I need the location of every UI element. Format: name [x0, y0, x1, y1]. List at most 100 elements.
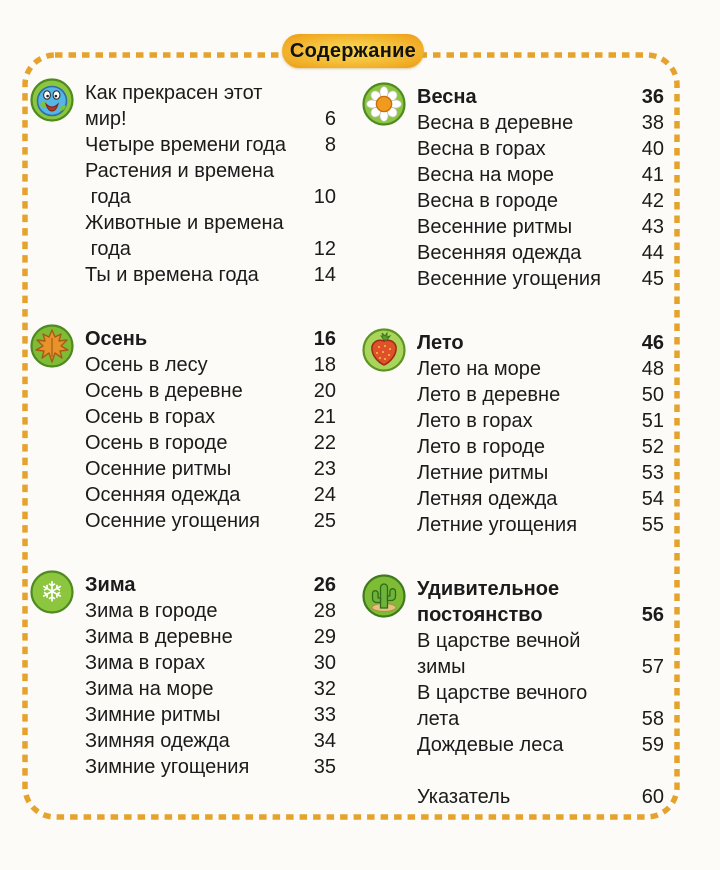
- toc-entry-text: Весна в городе: [417, 190, 558, 212]
- toc-entry-page-number: 30: [313, 652, 336, 674]
- toc-entry-text: Летние ритмы: [417, 462, 549, 484]
- toc-entry-row: Лето в деревне 50: [417, 382, 664, 408]
- toc-entry-row: В царстве вечного лета 58: [417, 680, 664, 732]
- toc-entry-text: Осенняя одежда: [85, 484, 241, 506]
- toc-entry-page-number: 44: [641, 242, 664, 264]
- toc-rows: Осень 16 Осень в лесу 18 Осень в деревне 20 Ос…: [85, 324, 336, 534]
- toc-entry-text: Осень в деревне: [85, 380, 243, 402]
- toc-entry-text: Указатель: [417, 786, 511, 808]
- toc-entry-page-number: 55: [641, 514, 664, 536]
- contents-title-badge: Содержание: [282, 34, 424, 68]
- toc-entry-page-number: 35: [313, 756, 336, 778]
- toc-entry-text: Осень в лесу: [85, 354, 208, 376]
- toc-entry-text: Лето в деревне: [417, 384, 561, 406]
- toc-entry-page-number: 50: [641, 384, 664, 406]
- toc-entry-text: Осень в горах: [85, 406, 216, 428]
- toc-entry-row: Весна в городе 42: [417, 188, 664, 214]
- toc-entry-row: В царстве вечной зимы 57: [417, 628, 664, 680]
- toc-entry-row: Весенние ритмы 43: [417, 214, 664, 240]
- toc-entry-page-number: 33: [313, 704, 336, 726]
- toc-entry-text: Осень в городе: [85, 432, 228, 454]
- toc-entry-text: Лето в городе: [417, 436, 545, 458]
- globe-icon: [30, 78, 85, 288]
- toc-entry-page-number: 56: [641, 604, 664, 626]
- toc-entry-page-number: 20: [313, 380, 336, 402]
- toc-entry-page-number: 23: [313, 458, 336, 480]
- toc-entry-page-number: 38: [641, 112, 664, 134]
- toc-entry-page-number: 21: [313, 406, 336, 428]
- toc-entry-page-number: 14: [313, 264, 336, 286]
- toc-entry-row: Осенние ритмы 23: [85, 456, 336, 482]
- toc-entry-row: Зимние угощения 35: [85, 754, 336, 780]
- toc-entry-row: Животные и времена года 12: [85, 210, 336, 262]
- toc-entry-page-number: 28: [313, 600, 336, 622]
- toc-entry-text: Весна: [417, 86, 477, 108]
- toc-entry-text: Зимняя одежда: [85, 730, 230, 752]
- toc-entry-row: Лето в городе 52: [417, 434, 664, 460]
- toc-entry-text: Удивительное постоянство: [417, 578, 560, 626]
- toc-entry-page-number: 34: [313, 730, 336, 752]
- toc-entry-row: Весенние угощения 45: [417, 266, 664, 292]
- toc-rows: Зима 26 Зима в городе 28 Зима в деревне 29 Зим…: [85, 570, 336, 780]
- toc-section-title-row: Удивительное постоянство 56: [417, 576, 664, 628]
- toc-section-title-row: Весна 36: [417, 84, 664, 110]
- toc-entry-page-number: 46: [641, 332, 664, 354]
- toc-entry-row: Зимние ритмы 33: [85, 702, 336, 728]
- toc-entry-text: Лето в горах: [417, 410, 533, 432]
- toc-section: Удивительное постоянство 56 В царстве вечн…: [362, 574, 664, 810]
- autumn-leaf-icon: [30, 324, 85, 534]
- toc-entry-page-number: 16: [313, 328, 336, 350]
- toc-rows: Удивительное постоянство 56 В царстве вечн…: [417, 574, 664, 810]
- toc-section-title-row: Лето 46: [417, 330, 664, 356]
- toc-entry-page-number: 54: [641, 488, 664, 510]
- toc-entry-text: Летняя одежда: [417, 488, 558, 510]
- toc-section: Осень 16 Осень в лесу 18 Осень в деревне 20 Ос…: [30, 324, 336, 534]
- toc-entry-page-number: 45: [641, 268, 664, 290]
- toc-entry-text: Четыре времени года: [85, 134, 286, 156]
- toc-entry-text: Осенние ритмы: [85, 458, 232, 480]
- toc-entry-page-number: 6: [324, 108, 336, 130]
- toc-entry-page-number: 57: [641, 656, 664, 678]
- toc-entry-row: Зима в городе 28: [85, 598, 336, 624]
- toc-entry-row: Как прекрасен этот мир! 6: [85, 80, 336, 132]
- toc-entry-row: Осень в городе 22: [85, 430, 336, 456]
- toc-entry-row: Летние угощения 55: [417, 512, 664, 538]
- toc-entry-page-number: 32: [313, 678, 336, 700]
- toc-entry-row: Зима в деревне 29: [85, 624, 336, 650]
- toc-entry-text: Весенняя одежда: [417, 242, 582, 264]
- toc-entry-text: Лето: [417, 332, 464, 354]
- toc-entry-text: Зима на море: [85, 678, 214, 700]
- strawberry-icon: [362, 328, 417, 538]
- toc-column-left: Как прекрасен этот мир! 6 Четыре времени г…: [30, 78, 336, 816]
- toc-entry-page-number: 24: [313, 484, 336, 506]
- toc-section-title-row: Осень 16: [85, 326, 336, 352]
- dashed-page-border: [22, 52, 680, 820]
- toc-section: ❄ Зима 26 Зима в городе 28 Зима в деревне 29 З…: [30, 570, 336, 780]
- toc-entry-page-number: 43: [641, 216, 664, 238]
- toc-entry-row: Осень в лесу 18: [85, 352, 336, 378]
- toc-entry-row: Весна в горах 40: [417, 136, 664, 162]
- toc-entry-text: Дождевые леса: [417, 734, 564, 756]
- toc-entry-row: Осень в деревне 20: [85, 378, 336, 404]
- toc-entry-text: Растения и времена года: [85, 160, 275, 208]
- toc-entry-text: В царстве вечного лета: [417, 682, 593, 730]
- toc-entry-row: Летние ритмы 53: [417, 460, 664, 486]
- toc-entry-page-number: 36: [641, 86, 664, 108]
- toc-entry-text: Осень: [85, 328, 148, 350]
- toc-entry-page-number: 52: [641, 436, 664, 458]
- toc-entry-row: Весна в деревне 38: [417, 110, 664, 136]
- toc-entry-text: Зима в городе: [85, 600, 218, 622]
- toc-entry-text: Весенние угощения: [417, 268, 601, 290]
- toc-entry-row: Зимняя одежда 34: [85, 728, 336, 754]
- toc-entry-text: В царстве вечной зимы: [417, 630, 587, 678]
- toc-entry-row: Указатель 60: [417, 784, 664, 810]
- snowflake-icon: ❄: [30, 570, 85, 780]
- toc-rows: Весна 36 Весна в деревне 38 Весна в горах 40 В…: [417, 82, 664, 292]
- toc-entry-text: Лето на море: [417, 358, 542, 380]
- toc-section: Как прекрасен этот мир! 6 Четыре времени г…: [30, 78, 336, 288]
- toc-entry-row: Лето на море 48: [417, 356, 664, 382]
- toc-entry-row: Весна на море 41: [417, 162, 664, 188]
- toc-entry-text: Летние угощения: [417, 514, 578, 536]
- toc-entry-row: Осень в горах 21: [85, 404, 336, 430]
- toc-column-right: Весна 36 Весна в деревне 38 Весна в горах 40 В…: [362, 82, 664, 846]
